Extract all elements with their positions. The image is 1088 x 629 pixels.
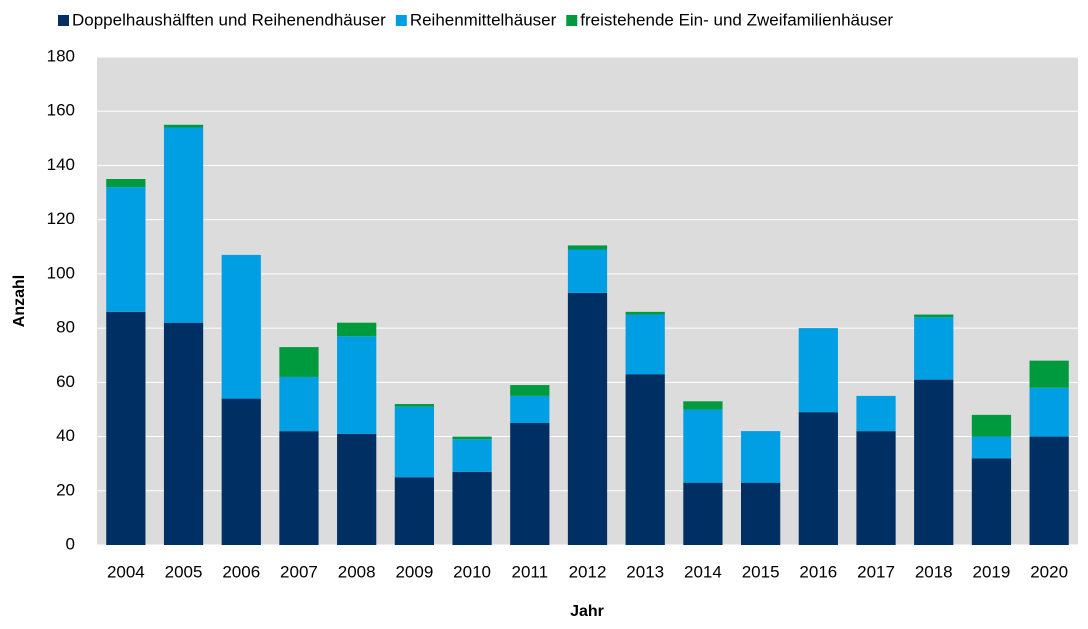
x-tick-label: 2012 [569,562,607,581]
bar-segment [625,311,665,315]
x-tick-label: 2017 [857,562,895,581]
x-tick-label: 2015 [742,562,780,581]
x-tick-label: 2011 [512,562,549,581]
bar-segment [510,385,550,396]
y-tick-label: 60 [56,372,75,391]
bar-segment [798,412,838,545]
bar-segment [394,404,435,407]
legend-swatch [58,15,69,26]
bar-segment [279,347,319,377]
x-tick-label: 2020 [1030,562,1068,581]
bar-segment [163,124,204,128]
bar-segment [337,336,377,434]
x-tick-label: 2007 [280,562,318,581]
x-tick-label: 2006 [222,562,260,581]
x-tick-label: 2004 [107,562,145,581]
legend-label: Reihenmittelhäuser [410,10,557,29]
bar-segment [914,317,954,380]
bar-segment [683,482,723,545]
legend-label: Doppelhaushälften und Reihenendhäuser [72,10,386,29]
bar-segment [625,314,665,375]
bar-segment [567,249,608,293]
bar-segment [914,379,954,545]
y-tick-label: 80 [56,318,75,337]
bar-segment [337,322,377,337]
bar-segment [279,431,319,545]
bar-segment [856,395,896,432]
bar-segment [106,179,146,188]
bar-segment [971,414,1012,437]
bar-segment [971,436,1012,459]
y-tick-label: 0 [66,534,75,553]
x-tick-label: 2018 [915,562,953,581]
bar-segment [394,477,435,545]
bar-segment [1029,360,1069,388]
y-tick-label: 40 [56,426,75,445]
bar-segment [106,187,146,312]
bar-segment [221,398,261,545]
bar-segment [567,292,608,545]
x-tick-label: 2010 [453,562,491,581]
y-tick-label: 100 [47,263,75,282]
bar-segment [740,482,781,545]
bar-segment [452,436,492,440]
y-tick-label: 140 [47,155,75,174]
x-tick-label: 2005 [165,562,203,581]
bar-segment [221,254,261,399]
x-tick-label: 2019 [973,562,1011,581]
bar-segment [625,374,665,545]
bar-segment [856,431,896,545]
y-tick-label: 20 [56,480,75,499]
bar-segment [683,409,723,483]
bar-segment [1029,436,1069,545]
bar-segment [163,127,204,323]
y-tick-label: 160 [47,101,75,120]
bar-segment [452,471,492,545]
x-tick-label: 2009 [395,562,433,581]
bar-segment [394,406,435,478]
bar-segment [337,433,377,545]
bar-segment [452,439,492,472]
y-tick-label: 180 [47,46,75,65]
bar-segment [971,458,1012,545]
bar-segment [683,401,723,410]
y-axis-title: Anzahl [11,275,28,327]
bar-segment [798,328,838,413]
x-tick-label: 2016 [799,562,837,581]
legend-swatch [566,15,578,26]
bar-segment [163,322,204,545]
bar-segment [510,395,550,423]
x-tick-label: 2013 [626,562,664,581]
bar-segment [510,423,550,545]
legend-swatch [395,15,407,26]
bar-segment [106,311,146,545]
bar-segment [1029,387,1069,437]
bar-segment [740,431,781,483]
x-tick-label: 2014 [684,562,722,581]
x-axis-title: Jahr [570,603,604,620]
bar-segment [567,245,608,250]
y-tick-label: 120 [47,209,75,228]
x-tick-label: 2008 [338,562,376,581]
bar-segment [914,314,954,318]
legend-label: freistehende Ein- und Zweifamilienhäuser [580,10,893,29]
bar-segment [279,376,319,432]
